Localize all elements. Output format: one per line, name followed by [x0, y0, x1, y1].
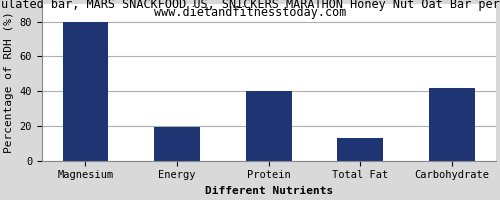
Bar — [429, 88, 475, 161]
Text: www.dietandfitnesstoday.com: www.dietandfitnesstoday.com — [154, 6, 346, 19]
Bar — [246, 91, 292, 161]
Bar — [62, 22, 108, 161]
Text: ulated bar, MARS SNACKFOOD US, SNICKERS MARATHON Honey Nut Oat Bar per: ulated bar, MARS SNACKFOOD US, SNICKERS … — [0, 0, 500, 11]
Bar — [154, 127, 200, 161]
Y-axis label: Percentage of RDH (%): Percentage of RDH (%) — [4, 11, 14, 153]
Bar — [338, 138, 384, 161]
X-axis label: Different Nutrients: Different Nutrients — [204, 186, 333, 196]
